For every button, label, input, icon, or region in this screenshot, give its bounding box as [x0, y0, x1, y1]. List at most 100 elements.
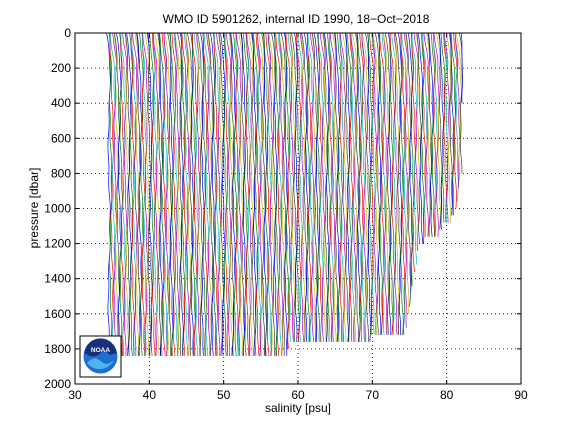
- profile-line: [245, 32, 250, 356]
- profile-line: [228, 32, 233, 356]
- profile-line: [119, 32, 123, 356]
- profile-line: [157, 32, 162, 356]
- y-tick-label: 1000: [44, 202, 71, 216]
- profile-line: [252, 32, 258, 356]
- profile-line: [261, 32, 266, 356]
- y-tick-label: 1800: [44, 342, 71, 356]
- x-tick-label: 50: [217, 388, 231, 402]
- profile-line: [248, 32, 254, 356]
- noaa-logo-text: NOAA: [91, 347, 110, 354]
- profile-line: [403, 32, 409, 328]
- profile-line: [131, 32, 137, 356]
- profile-line: [400, 33, 406, 335]
- profile-line: [224, 32, 230, 356]
- chart-title: WMO ID 5901262, internal ID 1990, 18−Oct…: [163, 12, 430, 26]
- profile-line: [277, 32, 282, 356]
- noaa-logo: NOAA: [79, 335, 122, 378]
- profile-line: [213, 32, 217, 356]
- profile-line: [284, 32, 288, 356]
- profile-line: [356, 32, 361, 342]
- profile-line: [262, 32, 267, 356]
- profile-line: [213, 32, 218, 356]
- profile-lines: [106, 32, 463, 356]
- profile-line: [136, 32, 141, 356]
- profile-line: [235, 32, 241, 356]
- profile-line: [391, 32, 397, 335]
- x-tick-label: 40: [143, 388, 157, 402]
- x-tick-label: 30: [68, 388, 82, 402]
- profile-line: [206, 32, 211, 356]
- y-tick-label: 1200: [44, 237, 71, 251]
- profile-line: [309, 32, 315, 342]
- profile-line: [405, 32, 412, 307]
- profile-line: [454, 32, 459, 202]
- profile-line: [171, 32, 177, 356]
- profile-line: [291, 32, 297, 342]
- profile-line: [430, 32, 435, 237]
- profile-line: [203, 32, 209, 356]
- profile-line: [401, 32, 407, 335]
- profile-line: [238, 32, 244, 356]
- profile-line: [122, 32, 128, 356]
- y-tick-label: 200: [51, 61, 71, 75]
- profile-line: [235, 32, 242, 356]
- profile-line: [323, 32, 328, 342]
- profile-line: [318, 32, 324, 342]
- profile-line: [181, 32, 187, 356]
- profile-line: [184, 32, 189, 356]
- profile-line: [433, 32, 438, 237]
- x-tick-label: 90: [514, 388, 528, 402]
- profile-line: [192, 32, 198, 356]
- profile-line: [146, 32, 152, 356]
- profile-line: [328, 32, 334, 342]
- y-axis-label: pressure [dbar]: [27, 168, 41, 249]
- profile-line: [187, 32, 193, 356]
- profile-line: [144, 32, 150, 356]
- profile-line: [449, 32, 455, 216]
- profile-line: [339, 32, 343, 342]
- profile-line: [433, 32, 440, 237]
- profile-line: [258, 32, 264, 356]
- profile-line: [159, 32, 165, 356]
- profile-line: [369, 32, 374, 335]
- profile-line: [110, 32, 116, 356]
- x-axis-label: salinity [psu]: [265, 401, 331, 415]
- profile-line: [383, 32, 389, 335]
- profile-line: [169, 32, 174, 356]
- profile-line: [329, 32, 336, 342]
- profile-line: [313, 32, 320, 342]
- profile-line: [460, 32, 463, 104]
- profile-line: [154, 32, 160, 356]
- profile-line: [318, 32, 322, 342]
- profile-line: [251, 32, 256, 356]
- profile-line: [197, 32, 203, 356]
- noaa-logo-bird: [84, 338, 117, 357]
- profile-line: [446, 32, 452, 223]
- profile-line: [126, 32, 132, 356]
- profile-line: [220, 32, 226, 356]
- profile-line: [422, 32, 428, 237]
- x-tick-label: 70: [366, 388, 380, 402]
- profile-line: [422, 32, 426, 244]
- profile-line: [332, 32, 337, 342]
- profile-line: [274, 32, 279, 356]
- profile-line: [377, 32, 382, 335]
- profile-line: [148, 32, 154, 356]
- profile-line: [371, 32, 376, 335]
- profile-line: [427, 32, 432, 237]
- profile-line: [355, 32, 360, 342]
- profile-line: [307, 32, 314, 342]
- profile-line: [142, 32, 149, 356]
- profile-line: [112, 32, 117, 356]
- profile-line: [202, 32, 208, 356]
- profile-line: [225, 32, 232, 356]
- profile-line: [352, 32, 358, 342]
- profile-line: [372, 32, 379, 335]
- profile-line: [180, 32, 184, 356]
- profile-line: [389, 32, 394, 335]
- x-tick-label: 60: [291, 388, 305, 402]
- y-axis-ticks: 0 200 400 600 800 1000 1200 1400 1600 1800 2000: [44, 26, 521, 391]
- profile-line: [307, 33, 312, 342]
- profile-line: [193, 32, 199, 356]
- profile-line: [319, 32, 325, 342]
